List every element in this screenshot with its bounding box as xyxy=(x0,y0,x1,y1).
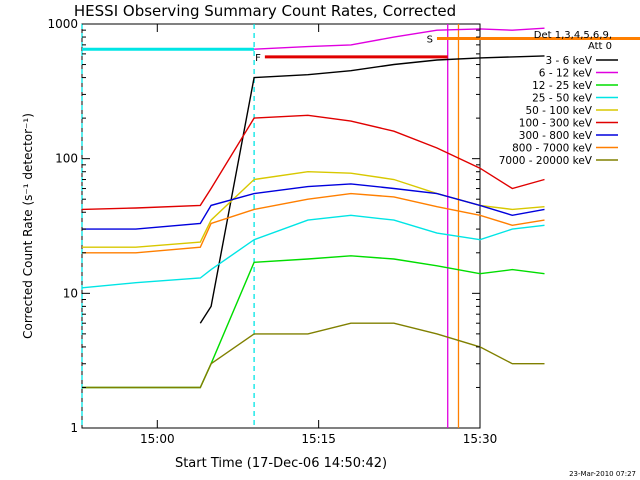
y-tick-label-1: 10 xyxy=(63,286,78,300)
legend-label-6: 300 - 800 keV xyxy=(519,130,593,142)
legend-header-1: Att 0 xyxy=(588,41,612,52)
y-tick-label-3: 1000 xyxy=(47,17,78,31)
series-line-0 xyxy=(199,55,545,324)
x-axis: 15:00 15:15 15:30 xyxy=(140,24,497,446)
flag-label-0: F xyxy=(255,53,261,64)
x-tick-label-1: 15:15 xyxy=(301,432,336,446)
y-axis: 1 10 100 1000 xyxy=(47,17,480,435)
series-layer xyxy=(81,27,545,389)
legend-header-0: Det 1,3,4,5,6,9, xyxy=(534,30,612,41)
chart-title: HESSI Observing Summary Count Rates, Cor… xyxy=(74,2,456,20)
legend-label-7: 800 - 7000 keV xyxy=(512,143,593,155)
legend-label-0: 3 - 6 keV xyxy=(545,55,592,67)
footer-date: 23-Mar-2010 07:27 xyxy=(569,470,636,478)
flags-layer: FS xyxy=(255,35,640,64)
series-line-8 xyxy=(82,322,545,389)
series-line-3 xyxy=(81,214,545,289)
guide-lines xyxy=(81,24,460,428)
plot-area xyxy=(81,23,481,429)
y-tick-label-2: 100 xyxy=(55,152,78,166)
y-axis-label: Corrected Count Rate (s⁻¹ detector⁻¹) xyxy=(21,113,35,339)
x-tick-label-0: 15:00 xyxy=(140,432,175,446)
y-tick-label-0: 1 xyxy=(70,421,78,435)
legend-label-5: 100 - 300 keV xyxy=(519,118,593,130)
legend-label-2: 12 - 25 keV xyxy=(532,80,593,92)
flag-label-1: S xyxy=(427,35,433,46)
legend-label-1: 6 - 12 keV xyxy=(539,68,593,80)
legend-label-3: 25 - 50 keV xyxy=(532,93,593,105)
series-line-4 xyxy=(82,170,545,248)
series-line-1 xyxy=(254,27,545,50)
x-tick-label-2: 15:30 xyxy=(463,432,498,446)
x-axis-label: Start Time (17-Dec-06 14:50:42) xyxy=(175,456,387,471)
legend-label-8: 7000 - 20000 keV xyxy=(499,155,593,167)
plot-frame xyxy=(81,23,481,429)
series-line-7 xyxy=(82,192,545,254)
series-line-2 xyxy=(82,255,545,389)
legend-label-4: 50 - 100 keV xyxy=(525,105,592,117)
series-line-5 xyxy=(81,114,545,211)
series-line-6 xyxy=(82,183,545,230)
